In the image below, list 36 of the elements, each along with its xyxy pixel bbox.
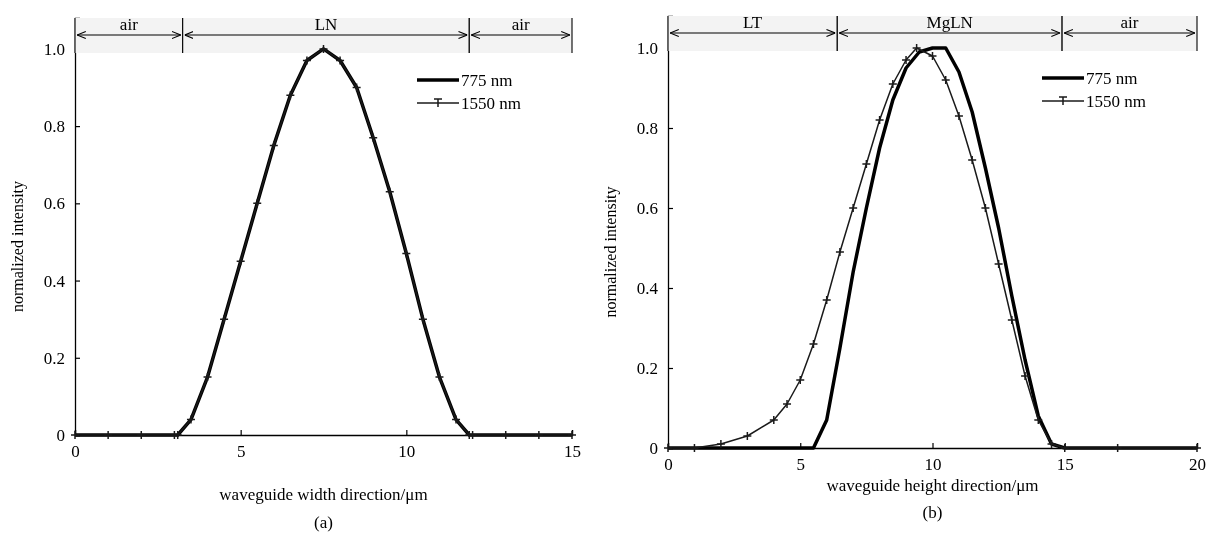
y-tick-label: 0.4 <box>43 271 66 291</box>
band-label: MgLN <box>926 13 973 32</box>
y-tick-label: 0.8 <box>43 117 65 137</box>
y-tick-label: 0.6 <box>43 194 65 214</box>
legend-label: 1550 nm <box>1086 92 1146 111</box>
y-axis-title: normalized intensity <box>9 180 27 313</box>
y-tick-label: 0.6 <box>636 198 658 218</box>
x-tick-label: 15 <box>564 442 581 462</box>
x-tick-label: 10 <box>924 455 942 475</box>
x-tick-label: 0 <box>664 455 673 475</box>
y-tick-label: 0.8 <box>636 118 658 138</box>
x-tick-label: 15 <box>1056 455 1074 475</box>
band-label: LT <box>743 13 763 32</box>
x-tick-label: 5 <box>236 442 246 462</box>
x-tick-label: 10 <box>398 442 416 462</box>
y-tick-label: 0.2 <box>43 348 65 368</box>
band-label: air <box>119 15 139 34</box>
x-axis-title: waveguide width direction/μm <box>219 485 428 504</box>
y-axis-title: normalized intensity <box>602 186 620 318</box>
y-tick-label: 0.2 <box>636 358 658 378</box>
x-tick-label: 5 <box>796 455 805 475</box>
band-label: LN <box>314 15 338 34</box>
legend-label: 775 nm <box>461 71 513 90</box>
band-label: air <box>511 15 530 34</box>
legend-label: 1550 nm <box>461 94 521 113</box>
band-label: air <box>1120 13 1139 32</box>
y-tick-label: 0.4 <box>636 278 659 298</box>
x-tick-label: 0 <box>71 442 80 462</box>
y-tick-label: 1.0 <box>43 39 65 59</box>
y-tick-label: 0 <box>56 425 65 445</box>
legend-label: 775 nm <box>1086 69 1138 88</box>
text: (b) <box>922 503 943 522</box>
x-axis-title: waveguide height direction/μm <box>826 476 1039 495</box>
y-tick-label: 1.0 <box>636 38 658 58</box>
text: (a) <box>314 513 333 532</box>
x-tick-label: 20 <box>1189 455 1206 475</box>
